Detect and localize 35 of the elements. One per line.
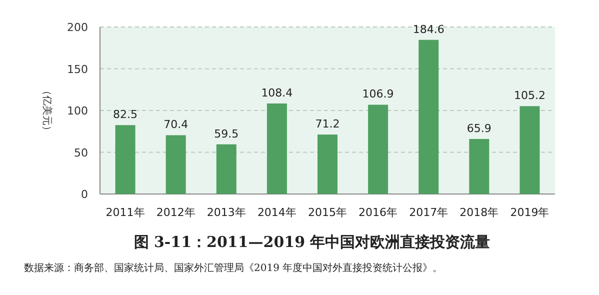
data-label: 184.6 (412, 22, 444, 36)
bar (418, 40, 439, 194)
text: 图 3-11：2011—2019 年中国对欧洲直接投资流量 (134, 233, 490, 251)
bar (520, 106, 540, 194)
data-label: 106.9 (362, 88, 394, 101)
x-tick-label: 2015年 (308, 206, 347, 219)
data-label: 108.4 (261, 86, 293, 100)
y-tick-label: 100 (67, 104, 88, 118)
bar (166, 135, 186, 194)
y-tick-label: 50 (74, 146, 88, 160)
bar (318, 134, 338, 194)
data-label: 82.5 (113, 108, 138, 122)
bar (368, 104, 388, 194)
x-tick-label: 2012年 (156, 206, 196, 219)
data-label: 71.2 (315, 118, 340, 131)
x-tick-label: 2016年 (358, 206, 398, 219)
bar (469, 138, 490, 194)
y-axis-title: （亿美元） (41, 86, 53, 136)
x-tick-label: 2013年 (206, 206, 246, 219)
data-label: 65.9 (466, 122, 492, 135)
bar (216, 144, 236, 194)
x-tick-label: 2017年 (409, 206, 448, 219)
x-tick-label: 2019年 (510, 206, 550, 219)
y-tick-label: 200 (67, 21, 88, 34)
source-note: 数据来源：商务部、国家统计局、国家外汇管理局《2019 年度中国对外直接投资统计公报》。 (24, 262, 443, 274)
data-label: 105.2 (514, 89, 546, 102)
x-tick-label: 2011年 (106, 206, 145, 219)
data-label: 70.4 (164, 118, 188, 132)
bar (266, 103, 287, 194)
bar (115, 125, 136, 194)
y-tick-label: 150 (67, 62, 88, 76)
data-label: 59.5 (214, 127, 239, 140)
x-tick-label: 2014年 (257, 206, 296, 219)
x-tick-label: 2018年 (460, 206, 499, 219)
y-tick-label: 0 (81, 188, 88, 201)
